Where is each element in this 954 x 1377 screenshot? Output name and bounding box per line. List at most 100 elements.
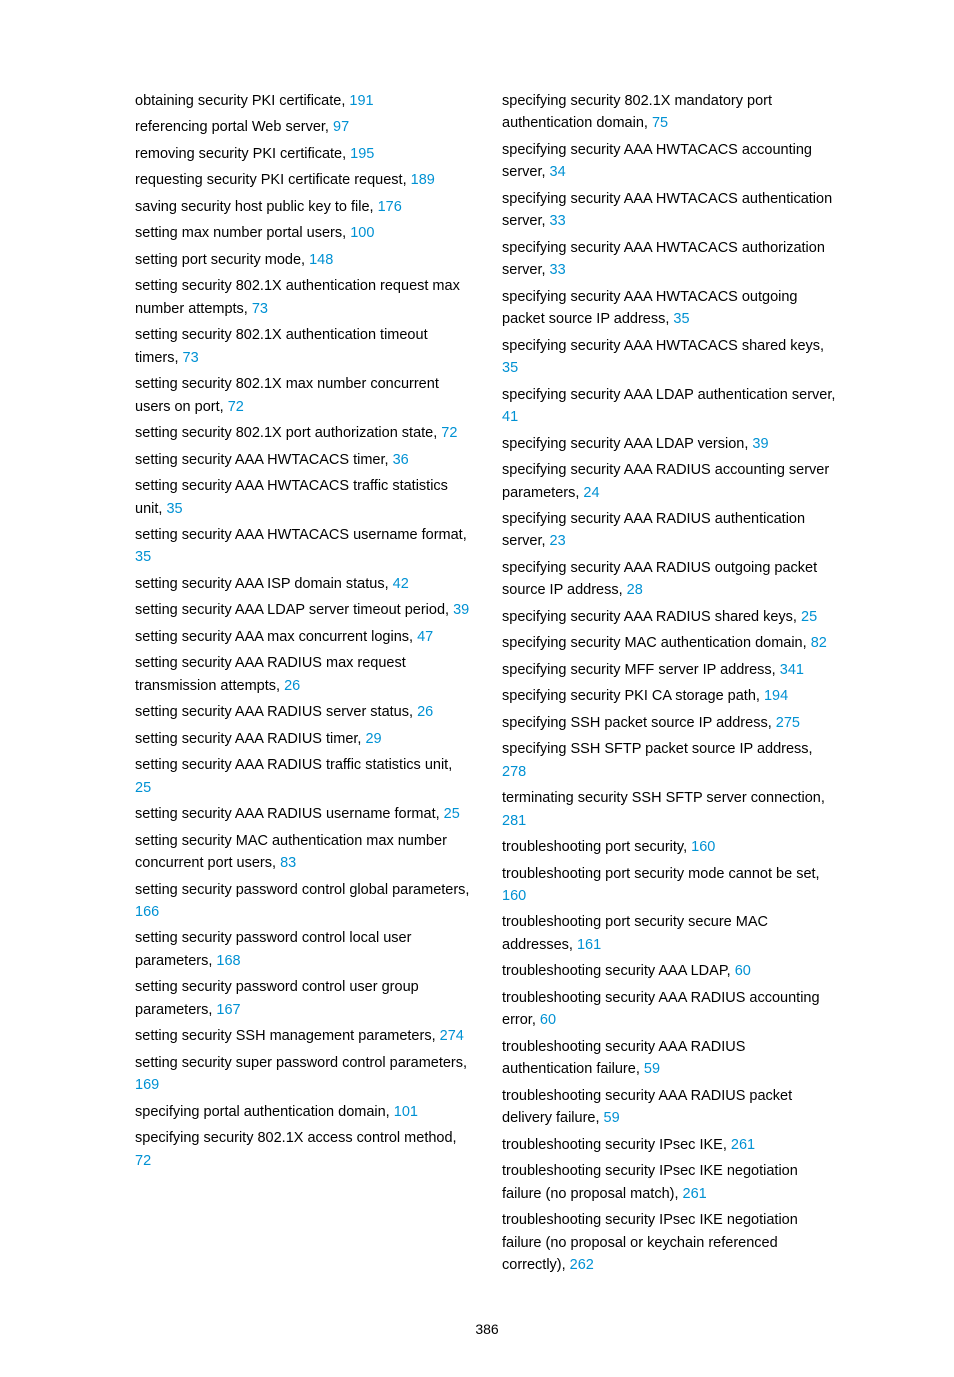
index-entry-page-link[interactable]: 97 <box>333 119 349 135</box>
index-entry-page-link[interactable]: 82 <box>811 635 827 651</box>
index-entry: specifying security PKI CA storage path,… <box>502 685 839 707</box>
index-entry-page-link[interactable]: 73 <box>252 301 268 317</box>
index-entry-page-link[interactable]: 39 <box>752 436 768 452</box>
index-entry-text: specifying security AAA RADIUS shared ke… <box>502 609 801 625</box>
index-entry-page-link[interactable]: 47 <box>417 629 433 645</box>
index-entry-page-link[interactable]: 168 <box>216 953 240 969</box>
index-entry-page-link[interactable]: 161 <box>577 937 601 953</box>
index-entry-page-link[interactable]: 35 <box>673 311 689 327</box>
index-entry-page-link[interactable]: 75 <box>652 115 668 131</box>
index-entry: setting security password control local … <box>135 927 472 972</box>
index-entry-text: specifying security AAA HWTACACS account… <box>502 142 812 180</box>
index-entry-page-link[interactable]: 42 <box>393 576 409 592</box>
index-entry-page-link[interactable]: 72 <box>441 425 457 441</box>
index-entry-page-link[interactable]: 23 <box>550 533 566 549</box>
index-entry: saving security host public key to file,… <box>135 196 472 218</box>
index-entry-text: setting security 802.1X authentication r… <box>135 278 460 316</box>
index-entry: specifying security MFF server IP addres… <box>502 659 839 681</box>
index-entry: setting security MAC authentication max … <box>135 830 472 875</box>
index-entry-page-link[interactable]: 26 <box>284 678 300 694</box>
index-entry-page-link[interactable]: 35 <box>502 360 518 376</box>
index-entry: specifying security AAA RADIUS accountin… <box>502 459 839 504</box>
index-entry-page-link[interactable]: 60 <box>540 1012 556 1028</box>
index-entry: setting security 802.1X port authorizati… <box>135 422 472 444</box>
index-column-left: obtaining security PKI certificate, 191 r… <box>135 90 472 1281</box>
index-entry-page-link[interactable]: 195 <box>350 146 374 162</box>
index-entry-page-link[interactable]: 274 <box>440 1028 464 1044</box>
index-entry-page-link[interactable]: 25 <box>444 806 460 822</box>
index-entry-page-link[interactable]: 194 <box>764 688 788 704</box>
index-entry: setting security AAA LDAP server timeout… <box>135 599 472 621</box>
index-entry-page-link[interactable]: 33 <box>550 262 566 278</box>
index-entry-page-link[interactable]: 33 <box>550 213 566 229</box>
index-entry: troubleshooting security IPsec IKE negot… <box>502 1209 839 1276</box>
index-entry-page-link[interactable]: 148 <box>309 252 333 268</box>
index-entry-page-link[interactable]: 29 <box>365 731 381 747</box>
index-entry-page-link[interactable]: 262 <box>570 1257 594 1273</box>
index-entry-text: specifying security AAA HWTACACS outgoin… <box>502 289 798 327</box>
index-entry-text: setting security AAA RADIUS max request … <box>135 655 406 693</box>
index-entry-text: specifying SSH SFTP packet source IP add… <box>502 741 813 757</box>
index-entry-page-link[interactable]: 25 <box>801 609 817 625</box>
index-entry-page-link[interactable]: 73 <box>183 350 199 366</box>
index-entry-text: obtaining security PKI certificate, <box>135 93 349 109</box>
index-entry-page-link[interactable]: 166 <box>135 904 159 920</box>
index-entry: troubleshooting security AAA RADIUS pack… <box>502 1085 839 1130</box>
index-entry-text: terminating security SSH SFTP server con… <box>502 790 825 806</box>
index-entry-page-link[interactable]: 24 <box>583 485 599 501</box>
index-entry-page-link[interactable]: 261 <box>683 1186 707 1202</box>
index-entry-page-link[interactable]: 28 <box>627 582 643 598</box>
index-entry: specifying security 802.1X mandatory por… <box>502 90 839 135</box>
index-entry-page-link[interactable]: 26 <box>417 704 433 720</box>
index-entry: setting security 802.1X authentication r… <box>135 275 472 320</box>
index-entry: setting security AAA RADIUS traffic stat… <box>135 754 472 799</box>
index-entry-text: setting max number portal users, <box>135 225 350 241</box>
index-entry-page-link[interactable]: 39 <box>453 602 469 618</box>
index-entry-page-link[interactable]: 60 <box>735 963 751 979</box>
index-column-right: specifying security 802.1X mandatory por… <box>502 90 839 1281</box>
index-entry-page-link[interactable]: 169 <box>135 1077 159 1093</box>
index-entry-page-link[interactable]: 35 <box>166 501 182 517</box>
index-entry-page-link[interactable]: 35 <box>135 549 151 565</box>
index-entry-page-link[interactable]: 101 <box>394 1104 418 1120</box>
index-entry-text: removing security PKI certificate, <box>135 146 350 162</box>
index-entry: specifying security AAA RADIUS authentic… <box>502 508 839 553</box>
index-entry-page-link[interactable]: 72 <box>228 399 244 415</box>
index-entry-text: setting security AAA RADIUS username for… <box>135 806 444 822</box>
index-entry-page-link[interactable]: 25 <box>135 780 151 796</box>
index-entry-text: setting security password control user g… <box>135 979 419 1017</box>
index-entry-page-link[interactable]: 176 <box>378 199 402 215</box>
index-entry-page-link[interactable]: 261 <box>731 1137 755 1153</box>
index-entry: setting port security mode, 148 <box>135 249 472 271</box>
index-entry-page-link[interactable]: 59 <box>644 1061 660 1077</box>
index-entry-page-link[interactable]: 100 <box>350 225 374 241</box>
index-entry-page-link[interactable]: 281 <box>502 813 526 829</box>
index-entry-text: setting security AAA LDAP server timeout… <box>135 602 453 618</box>
index-entry-page-link[interactable]: 189 <box>411 172 435 188</box>
index-entry-page-link[interactable]: 59 <box>604 1110 620 1126</box>
index-entry-text: setting security AAA RADIUS timer, <box>135 731 365 747</box>
index-entry-page-link[interactable]: 278 <box>502 764 526 780</box>
index-entry: specifying SSH packet source IP address,… <box>502 712 839 734</box>
index-entry: setting security AAA max concurrent logi… <box>135 626 472 648</box>
index-entry-text: specifying security AAA RADIUS accountin… <box>502 462 829 500</box>
index-entry: specifying security AAA LDAP version, 39 <box>502 433 839 455</box>
index-entry-page-link[interactable]: 41 <box>502 409 518 425</box>
index-entry-page-link[interactable]: 341 <box>780 662 804 678</box>
index-entry: setting security 802.1X max number concu… <box>135 373 472 418</box>
index-entry: setting security AAA HWTACACS timer, 36 <box>135 449 472 471</box>
index-entry-page-link[interactable]: 36 <box>393 452 409 468</box>
index-entry-page-link[interactable]: 160 <box>691 839 715 855</box>
columns-wrapper: obtaining security PKI certificate, 191 r… <box>135 90 839 1281</box>
index-entry-page-link[interactable]: 167 <box>216 1002 240 1018</box>
index-entry-page-link[interactable]: 275 <box>776 715 800 731</box>
index-entry-text: setting security SSH management paramete… <box>135 1028 440 1044</box>
index-entry-page-link[interactable]: 72 <box>135 1153 151 1169</box>
index-entry-text: saving security host public key to file, <box>135 199 378 215</box>
index-entry-text: specifying security MAC authentication d… <box>502 635 811 651</box>
index-entry-page-link[interactable]: 34 <box>550 164 566 180</box>
index-entry-page-link[interactable]: 83 <box>280 855 296 871</box>
index-entry-page-link[interactable]: 191 <box>349 93 373 109</box>
index-entry: troubleshooting security IPsec IKE, 261 <box>502 1134 839 1156</box>
index-entry-page-link[interactable]: 160 <box>502 888 526 904</box>
